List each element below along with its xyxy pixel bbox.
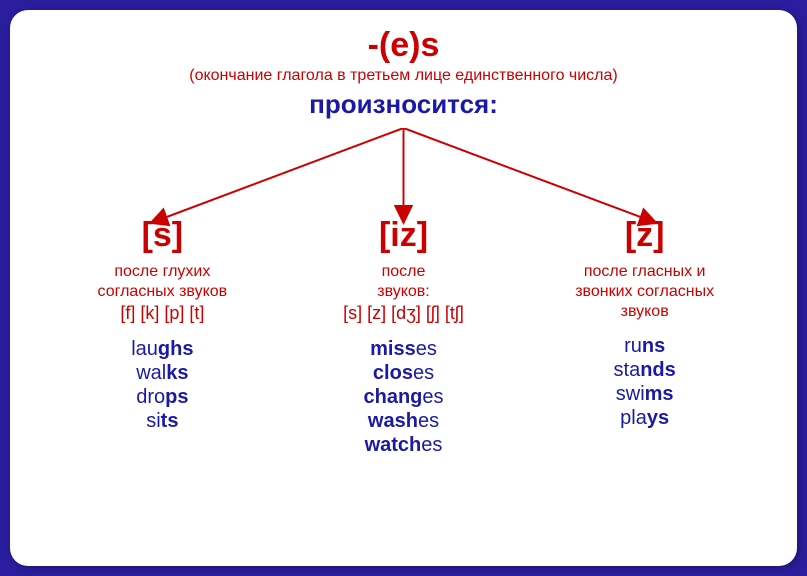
column-ipa: [iz] — [295, 216, 512, 255]
title-area: -(e)s (окончание глагола в третьем лице … — [34, 26, 773, 120]
subtitle: (окончание глагола в третьем лице единст… — [34, 67, 773, 85]
title-main: -(e)s — [34, 26, 773, 65]
column-rule-line: звонких согласных — [536, 283, 753, 301]
column-sounds: [s] [z] [dʒ] [ʃ] [tʃ] — [295, 303, 512, 324]
example-word: laughs — [54, 338, 271, 361]
column-1: [iz] после звуков: [s] [z] [dʒ] [ʃ] [tʃ] mis… — [295, 216, 512, 458]
arrow-line — [151, 128, 404, 223]
pronounced-label: произносится: — [34, 89, 773, 120]
example-word: plays — [536, 407, 753, 430]
example-word: changes — [295, 386, 512, 409]
column-examples: missescloseschangeswasheswatches — [295, 338, 512, 457]
column-rule-line: согласных звуков — [54, 283, 271, 301]
example-word: swims — [536, 383, 753, 406]
column-rule-line: звуков: — [295, 283, 512, 301]
columns: [s] после глухих согласных звуков [f] [k] [… — [34, 216, 773, 458]
column-0: [s] после глухих согласных звуков [f] [k] [… — [54, 216, 271, 458]
column-rule-line: после глухих — [54, 263, 271, 281]
column-rule-line: после гласных и — [536, 263, 753, 281]
example-word: walks — [54, 362, 271, 385]
example-word: drops — [54, 386, 271, 409]
column-sounds: [f] [k] [p] [t] — [54, 303, 271, 324]
example-word: stands — [536, 359, 753, 382]
column-2: [z] после гласных и звонких согласных звуко… — [536, 216, 753, 458]
example-word: watches — [295, 434, 512, 457]
example-word: sits — [54, 410, 271, 433]
example-word: closes — [295, 362, 512, 385]
column-rule-line: звуков — [536, 303, 753, 321]
column-examples: laughswalksdropssits — [54, 338, 271, 433]
example-word: misses — [295, 338, 512, 361]
column-ipa: [z] — [536, 216, 753, 255]
example-word: runs — [536, 335, 753, 358]
column-ipa: [s] — [54, 216, 271, 255]
card: -(e)s (окончание глагола в третьем лице … — [10, 10, 797, 566]
diagram: [s] после глухих согласных звуков [f] [k] [… — [34, 128, 773, 488]
example-word: washes — [295, 410, 512, 433]
column-rule-line: после — [295, 263, 512, 281]
column-examples: runsstandsswimsplays — [536, 335, 753, 430]
arrow-line — [404, 128, 657, 223]
